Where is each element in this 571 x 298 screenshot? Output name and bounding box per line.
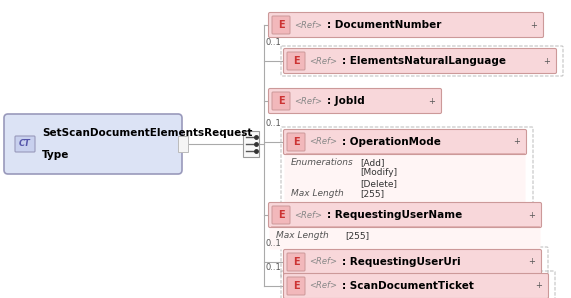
FancyBboxPatch shape xyxy=(283,249,541,274)
Bar xyxy=(532,280,545,293)
Text: SetScanDocumentElementsRequest: SetScanDocumentElementsRequest xyxy=(42,128,252,138)
Text: <Ref>: <Ref> xyxy=(294,21,322,30)
Text: : DocumentNumber: : DocumentNumber xyxy=(327,20,441,30)
Text: 0..1: 0..1 xyxy=(266,263,282,272)
Text: <Ref>: <Ref> xyxy=(294,97,322,105)
FancyBboxPatch shape xyxy=(15,136,35,152)
FancyBboxPatch shape xyxy=(283,49,557,74)
Text: <Ref>: <Ref> xyxy=(309,137,337,147)
Bar xyxy=(525,209,538,221)
Text: : JobId: : JobId xyxy=(327,96,365,106)
Bar xyxy=(525,255,538,268)
Text: +: + xyxy=(543,57,550,66)
FancyBboxPatch shape xyxy=(287,52,305,70)
Text: <Ref>: <Ref> xyxy=(309,257,337,266)
Text: E: E xyxy=(278,210,284,220)
FancyBboxPatch shape xyxy=(268,13,544,38)
FancyBboxPatch shape xyxy=(284,151,525,207)
Text: : ElementsNaturalLanguage: : ElementsNaturalLanguage xyxy=(342,56,506,66)
FancyBboxPatch shape xyxy=(272,206,290,224)
FancyBboxPatch shape xyxy=(270,224,541,249)
Bar xyxy=(527,18,540,32)
FancyBboxPatch shape xyxy=(283,274,549,298)
Text: : RequestingUserUri: : RequestingUserUri xyxy=(342,257,461,267)
FancyBboxPatch shape xyxy=(287,277,305,295)
Text: Max Length: Max Length xyxy=(276,231,329,240)
Text: Type: Type xyxy=(42,150,69,160)
Text: [255]: [255] xyxy=(345,231,369,240)
FancyBboxPatch shape xyxy=(287,133,305,151)
Text: E: E xyxy=(293,56,299,66)
Text: E: E xyxy=(278,96,284,106)
FancyBboxPatch shape xyxy=(4,114,182,174)
Text: [Add]
[Modify]
[Delete]: [Add] [Modify] [Delete] xyxy=(360,158,397,188)
Text: +: + xyxy=(513,137,520,147)
Text: E: E xyxy=(293,257,299,267)
Text: +: + xyxy=(428,97,435,105)
FancyBboxPatch shape xyxy=(268,203,541,227)
Text: : ScanDocumentTicket: : ScanDocumentTicket xyxy=(342,281,474,291)
Text: E: E xyxy=(278,20,284,30)
Text: +: + xyxy=(528,257,535,266)
Text: <Ref>: <Ref> xyxy=(309,282,337,291)
Text: Max Length: Max Length xyxy=(291,189,344,198)
Text: [255]: [255] xyxy=(360,189,384,198)
FancyBboxPatch shape xyxy=(283,130,526,154)
Bar xyxy=(178,136,188,152)
FancyBboxPatch shape xyxy=(272,92,290,110)
Text: +: + xyxy=(528,210,535,220)
Text: E: E xyxy=(293,281,299,291)
Text: 0..1: 0..1 xyxy=(266,38,282,47)
Text: 0..1: 0..1 xyxy=(266,239,282,248)
Text: <Ref>: <Ref> xyxy=(309,57,337,66)
FancyBboxPatch shape xyxy=(268,89,441,114)
FancyBboxPatch shape xyxy=(287,253,305,271)
Text: CT: CT xyxy=(19,139,31,148)
Text: : OperationMode: : OperationMode xyxy=(342,137,441,147)
Bar xyxy=(425,94,438,108)
FancyBboxPatch shape xyxy=(272,16,290,34)
Text: +: + xyxy=(535,282,542,291)
Text: <Ref>: <Ref> xyxy=(294,210,322,220)
Text: Enumerations: Enumerations xyxy=(291,158,354,167)
Bar xyxy=(243,131,259,157)
Bar xyxy=(510,136,523,148)
Text: : RequestingUserName: : RequestingUserName xyxy=(327,210,463,220)
Text: +: + xyxy=(530,21,537,30)
Bar xyxy=(540,55,553,68)
Text: 0..1: 0..1 xyxy=(266,119,282,128)
Text: E: E xyxy=(293,137,299,147)
